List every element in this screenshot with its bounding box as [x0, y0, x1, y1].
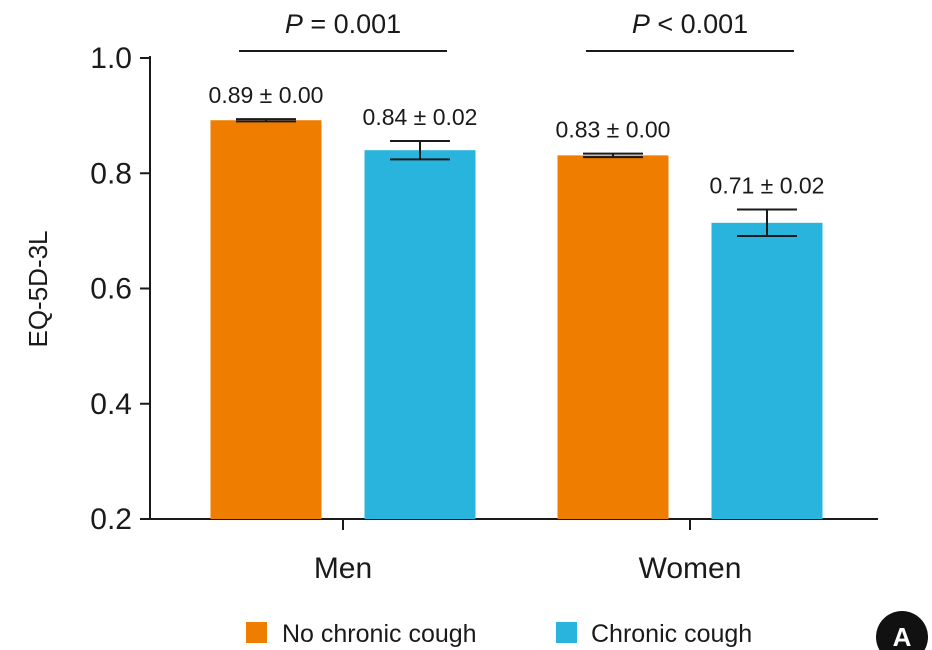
bar [711, 222, 823, 519]
significance-label: P = 0.001 [285, 9, 401, 39]
legend-label: No chronic cough [282, 620, 477, 648]
panel-badge [876, 611, 928, 650]
legend-swatch [556, 622, 577, 643]
axes: 0.2 0.4 0.6 0.8 1.0 EQ-5D-3L Men Women [23, 42, 878, 585]
bar [210, 120, 322, 520]
annotations: 0.89 ± 0.00 0.84 ± 0.02 0.83 ± 0.00 0.71 ± … [209, 9, 825, 199]
y-tick-label: 0.4 [90, 388, 132, 421]
y-tick-label: 0.8 [90, 157, 132, 190]
bar [557, 155, 669, 520]
bar [364, 150, 476, 519]
data-label: 0.71 ± 0.02 [710, 173, 825, 199]
panel-letter: A [893, 622, 912, 650]
data-label: 0.89 ± 0.00 [209, 82, 324, 108]
x-category-label: Women [639, 552, 742, 585]
legend: No chronic cough Chronic cough A [246, 611, 928, 650]
significance-label: P < 0.001 [632, 9, 748, 39]
y-tick-label: 0.2 [90, 503, 132, 536]
x-category-label: Men [314, 552, 372, 585]
legend-label: Chronic cough [591, 620, 752, 648]
y-axis-label: EQ-5D-3L [23, 230, 53, 347]
data-label: 0.83 ± 0.00 [556, 117, 671, 143]
data-label: 0.84 ± 0.02 [363, 104, 478, 130]
bars [210, 118, 823, 520]
y-tick-label: 0.6 [90, 273, 132, 306]
legend-swatch [246, 622, 267, 643]
y-tick-label: 1.0 [90, 42, 132, 75]
